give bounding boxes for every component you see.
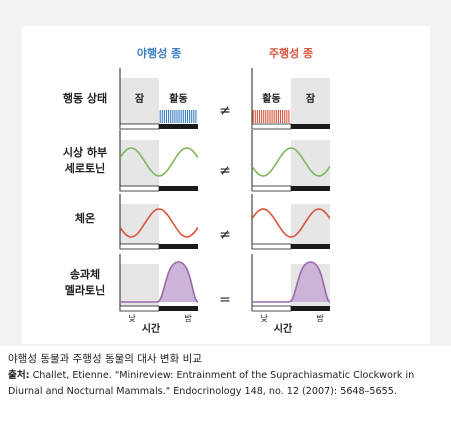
axis-title-diurnal: 시간 [273, 324, 293, 335]
source-prefix: 출처: [8, 370, 30, 381]
curve-group-1-diurnal [252, 147, 330, 177]
figure-caption: 야행성 동물과 주행성 동물의 대사 변화 비교 [8, 353, 202, 365]
sleep-label-nocturnal: 잠 [134, 94, 145, 105]
shade-2-diurnal [291, 204, 330, 244]
night-bar-3-diurnal [291, 306, 330, 311]
shade-1-nocturnal [120, 140, 159, 186]
figure-panel [22, 26, 430, 344]
serotonin-curve-diurnal [252, 147, 330, 177]
row-label-1-1: 세로토닌 [64, 162, 106, 175]
source-citation: Challet, Etienne. "Minireview: Entrainme… [8, 370, 415, 397]
day-bar-2-diurnal [251, 243, 292, 250]
curve-group-0-diurnal [252, 110, 290, 123]
axis-title-nocturnal: 시간 [141, 324, 161, 335]
day-bar-3-diurnal [251, 305, 292, 312]
sleep-label-diurnal: 잠 [305, 94, 316, 105]
melatonin-curve-diurnal [252, 261, 330, 303]
figure-source: 출처: Challet, Etienne. "Minireview: Entra… [8, 368, 448, 400]
row-label-2-0: 체온 [74, 212, 96, 225]
curve-group-2-diurnal [252, 208, 330, 238]
day-bar-0-nocturnal [119, 123, 160, 130]
day-bar-3-nocturnal [119, 305, 160, 312]
relation-symbol-0: ≠ [219, 103, 231, 119]
axis-night-label-diurnal: 밤 [316, 314, 324, 323]
axis-day-label-nocturnal: 낮 [128, 314, 136, 323]
curve-group-2-nocturnal [120, 208, 198, 238]
curve-group-1-nocturnal [120, 147, 198, 177]
curve-group-3-nocturnal [120, 261, 198, 303]
relation-symbol-1: ≠ [219, 163, 231, 179]
relation-symbol-2: ≠ [219, 227, 231, 243]
shade-1-diurnal [291, 140, 330, 186]
axis-day-label-diurnal: 낮 [260, 314, 268, 323]
shade-2-nocturnal [120, 204, 159, 244]
column-header-nocturnal: 야행성 종 [136, 47, 182, 60]
night-bar-3-nocturnal [159, 306, 198, 311]
sleep-shade-nocturnal [120, 78, 159, 124]
curve-group-3-diurnal [252, 261, 330, 303]
active-label-nocturnal: 활동 [169, 94, 188, 105]
night-bar-1-diurnal [291, 186, 330, 191]
day-bar-1-nocturnal [119, 185, 160, 192]
active-label-diurnal: 활동 [262, 94, 281, 105]
curve-group-0-nocturnal [159, 110, 197, 123]
temperature-curve-nocturnal [120, 208, 198, 238]
night-bar-2-diurnal [291, 244, 330, 249]
day-bar-1-diurnal [251, 185, 292, 192]
sleep-shade-diurnal [291, 78, 330, 124]
night-bar-0-nocturnal [159, 124, 198, 129]
relation-symbol-3: = [219, 292, 231, 308]
row-label-3-0: 송과체 [69, 268, 101, 281]
column-header-diurnal: 주행성 종 [268, 47, 314, 60]
row-label-3-1: 멜라토닌 [64, 284, 106, 297]
night-bar-1-nocturnal [159, 186, 198, 191]
melatonin-curve-nocturnal [120, 261, 198, 303]
serotonin-curve-nocturnal [120, 147, 198, 177]
day-bar-0-diurnal [251, 123, 292, 130]
row-label-1-0: 시상 하부 [62, 146, 108, 159]
axis-night-label-nocturnal: 밤 [184, 314, 192, 323]
temperature-curve-diurnal [252, 208, 330, 238]
row-label-0-0: 행동 상태 [62, 92, 108, 105]
shade-3-nocturnal [120, 264, 159, 306]
day-bar-2-nocturnal [119, 243, 160, 250]
night-bar-2-nocturnal [159, 244, 198, 249]
night-bar-0-diurnal [291, 124, 330, 129]
